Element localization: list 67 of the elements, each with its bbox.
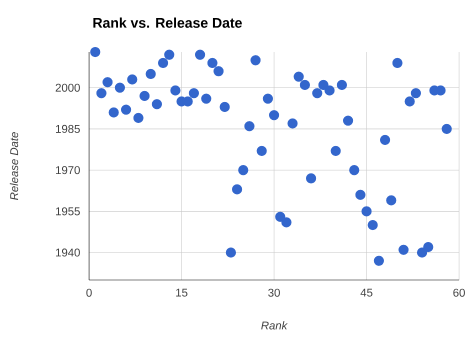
point (336, 80, 347, 90)
point (423, 242, 434, 252)
point (114, 82, 125, 93)
point (374, 256, 384, 266)
point (410, 88, 421, 98)
point (312, 88, 322, 98)
point (220, 102, 230, 112)
point (152, 99, 162, 110)
x-tick-label: 45 (360, 288, 372, 297)
y-axis-title: Release Date (10, 132, 18, 200)
point (262, 94, 273, 104)
y-tick-label: 1985 (56, 124, 80, 133)
x-tick-label: 0 (86, 288, 92, 297)
point (324, 85, 335, 96)
point (207, 58, 218, 68)
point (140, 90, 150, 102)
point (392, 58, 402, 68)
x-tick-label: 15 (176, 288, 188, 297)
point (102, 77, 113, 88)
point (275, 212, 286, 222)
point (306, 173, 316, 184)
point (386, 195, 396, 206)
point (226, 247, 236, 258)
y-tick-label: 1940 (56, 248, 80, 257)
point (361, 206, 372, 216)
point (201, 94, 212, 104)
point (355, 190, 366, 200)
point (416, 247, 428, 258)
point (287, 118, 298, 128)
point (256, 146, 267, 156)
y-tick-label: 1955 (56, 207, 80, 216)
point (368, 220, 378, 230)
point (404, 96, 415, 107)
point (342, 116, 354, 126)
point (170, 85, 180, 96)
point (318, 80, 328, 90)
y-tick-label: 1970 (56, 166, 80, 174)
point (268, 110, 280, 120)
x-tick-label: 60 (453, 288, 465, 297)
point (294, 72, 304, 82)
point (232, 184, 242, 194)
point (90, 46, 100, 58)
point (442, 124, 452, 134)
point (380, 134, 390, 145)
point (214, 66, 224, 76)
point (108, 107, 119, 118)
point (300, 80, 310, 90)
x-axis-title: Rank (261, 321, 288, 330)
point (164, 50, 174, 60)
y-tick-label: 2000 (56, 84, 80, 92)
point (281, 217, 292, 228)
point (250, 55, 261, 66)
point (133, 112, 144, 124)
point (96, 88, 106, 98)
x-tick-label: 30 (268, 288, 280, 297)
point (127, 74, 138, 85)
point (188, 88, 199, 98)
point (398, 244, 409, 255)
point (158, 58, 168, 68)
chart-title: Rank vs. Release Date (93, 18, 242, 28)
point (146, 68, 156, 80)
point (330, 146, 341, 156)
point (244, 121, 254, 132)
point (120, 104, 132, 115)
point (238, 165, 248, 176)
point (194, 50, 206, 60)
point (349, 165, 360, 176)
